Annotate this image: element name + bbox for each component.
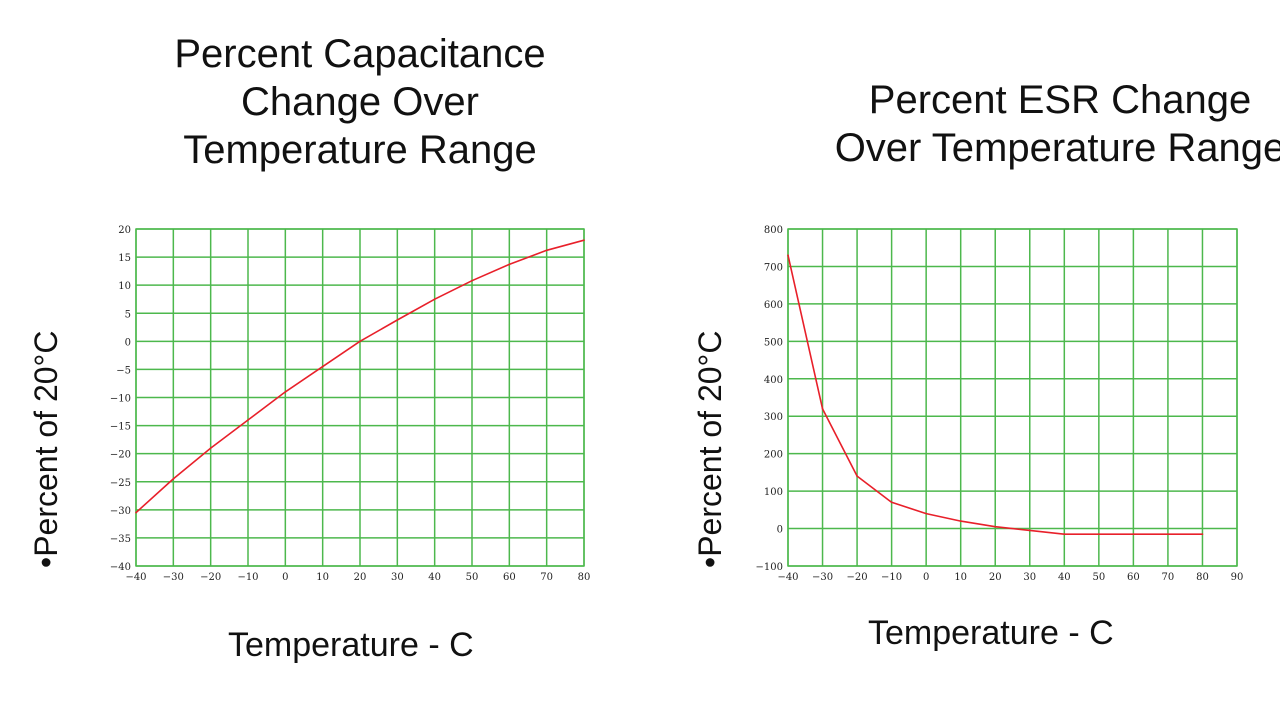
capacitance-data-point: [508, 263, 511, 266]
esr-data-point: [890, 501, 893, 504]
capacitance-data-point: [321, 365, 324, 368]
esr-y-tick-label: 200: [764, 450, 783, 461]
capacitance-x-tick-label: 0: [282, 572, 288, 583]
esr-y-tick-label: 300: [764, 412, 783, 423]
esr-y-tick-label: 0: [777, 525, 783, 536]
capacitance-x-axis-label: Temperature - C: [228, 626, 474, 664]
capacitance-y-tick-label: −25: [110, 478, 131, 489]
esr-x-tick-label: 20: [989, 572, 1002, 583]
capacitance-y-tick-label: 15: [118, 253, 131, 264]
capacitance-data-point: [172, 478, 175, 480]
capacitance-title-line-3: Temperature Range: [183, 128, 537, 172]
esr-title-line-1: Percent ESR Change: [868, 78, 1252, 122]
capacitance-y-tick-label: 20: [118, 225, 131, 236]
esr-chart-svg: −40 −30 −20 −10 0 10 20 30 40 50 60 70 80 90800700600…: [756, 225, 1244, 583]
esr-x-tick-label: 0: [923, 572, 929, 583]
capacitance-chart-title: Percent Capacitance Change Over Temperat…: [45, 30, 675, 174]
capacitance-data-point: [583, 239, 585, 242]
esr-x-tick-label: 40: [1058, 572, 1071, 583]
esr-chart-panel: Percent ESR Change Over Temperature Rang…: [640, 0, 1280, 719]
esr-title-line-2: Over Temperature Range: [834, 126, 1280, 170]
esr-data-point: [959, 520, 962, 522]
capacitance-data-point: [433, 298, 436, 301]
capacitance-x-tick-label: −10: [237, 572, 258, 583]
esr-data-point: [1201, 533, 1204, 535]
capacitance-x-tick-label: 70: [540, 572, 553, 583]
capacitance-x-tick-label: 50: [466, 572, 479, 583]
esr-data-point: [1063, 533, 1066, 535]
capacitance-data-point: [135, 511, 137, 514]
capacitance-y-tick-label: −10: [110, 394, 131, 405]
esr-x-tick-label: −30: [812, 572, 833, 583]
esr-x-tick-label: 50: [1092, 572, 1105, 583]
capacitance-y-tick-label: −20: [110, 450, 131, 461]
capacitance-title-line-2: Change Over: [241, 80, 479, 124]
esr-data-point: [1098, 533, 1100, 535]
capacitance-chart-panel: Percent Capacitance Change Over Temperat…: [28, 32, 591, 664]
esr-x-axis-label: Temperature - C: [868, 614, 1114, 652]
capacitance-y-tick-label: 5: [125, 309, 131, 320]
esr-x-tick-label: −40: [777, 572, 798, 583]
esr-y-tick-label: 800: [764, 225, 783, 236]
capacitance-data-point: [359, 340, 361, 343]
capacitance-y-tick-label: −35: [110, 534, 131, 545]
capacitance-data-point: [247, 419, 249, 421]
capacitance-title-line-1: Percent Capacitance: [174, 32, 546, 76]
capacitance-x-tick-label: 40: [428, 572, 441, 583]
esr-y-tick-label: 100: [764, 487, 783, 498]
capacitance-data-point: [284, 391, 287, 393]
esr-data-point: [821, 407, 824, 410]
esr-y-tick-label: 400: [764, 375, 783, 386]
esr-data-point: [994, 525, 997, 528]
esr-y-tick-label: −100: [756, 562, 783, 573]
esr-chart-title: Percent ESR Change Over Temperature Rang…: [725, 76, 1280, 172]
esr-y-tick-label: 500: [764, 337, 783, 348]
esr-x-tick-label: −20: [847, 572, 868, 583]
capacitance-x-tick-label: −20: [200, 572, 221, 583]
esr-x-tick-label: 70: [1162, 572, 1175, 583]
esr-x-tick-label: 80: [1196, 572, 1209, 583]
esr-y-tick-label: 600: [764, 300, 783, 311]
esr-x-tick-label: −10: [881, 572, 902, 583]
esr-data-point: [1167, 533, 1169, 535]
capacitance-data-point: [396, 319, 399, 321]
esr-data-point: [1132, 533, 1135, 535]
capacitance-x-tick-label: −40: [125, 572, 146, 583]
capacitance-x-tick-label: −30: [163, 572, 184, 583]
capacitance-data-point: [209, 447, 212, 449]
esr-plot-area: [787, 228, 1238, 567]
capacitance-chart-svg: −40 −30 −20 −10 0 10 20 30 40 50 60 70 8020151050−5−…: [110, 225, 591, 583]
esr-data-point: [856, 475, 858, 477]
capacitance-y-tick-label: 0: [125, 337, 131, 348]
capacitance-y-tick-label: −15: [110, 422, 131, 433]
capacitance-data-point: [471, 279, 473, 282]
capacitance-data-point: [545, 249, 548, 252]
capacitance-y-tick-label: −30: [110, 506, 131, 517]
esr-data-point: [787, 254, 789, 257]
capacitance-x-tick-label: 80: [578, 572, 591, 583]
capacitance-y-tick-label: −5: [116, 365, 131, 376]
esr-x-tick-label: 90: [1231, 572, 1244, 583]
capacitance-y-tick-label: 10: [118, 281, 131, 292]
capacitance-y-tick-label: −40: [110, 562, 131, 573]
esr-x-tick-label: 60: [1127, 572, 1140, 583]
esr-y-tick-label: 700: [764, 262, 783, 273]
capacitance-x-tick-label: 30: [391, 572, 404, 583]
esr-data-point: [925, 512, 927, 515]
esr-x-tick-label: 10: [954, 572, 967, 583]
capacitance-x-tick-label: 10: [316, 572, 329, 583]
capacitance-x-tick-label: 20: [354, 572, 367, 583]
esr-data-point: [1028, 529, 1031, 532]
capacitance-x-tick-label: 60: [503, 572, 516, 583]
esr-x-tick-label: 30: [1023, 572, 1036, 583]
